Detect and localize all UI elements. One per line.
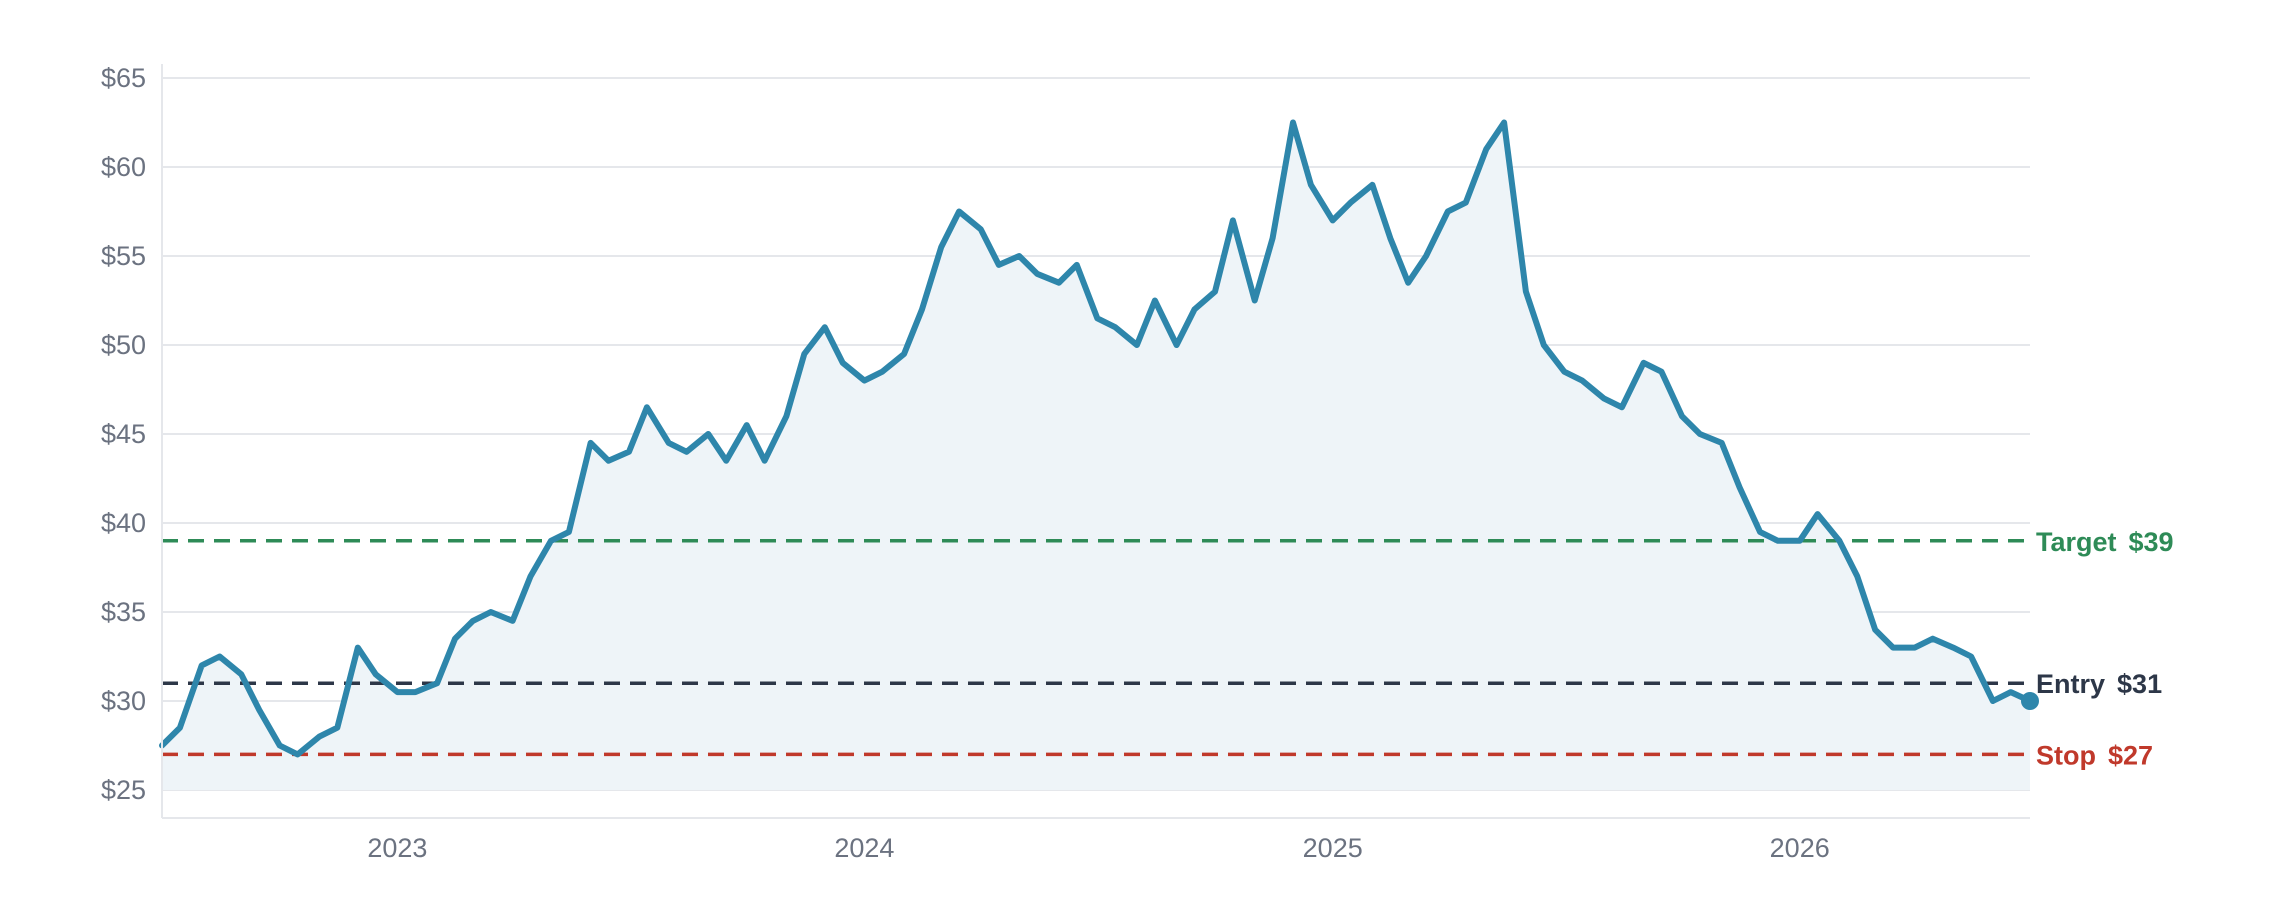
y-tick-label: $25 xyxy=(101,775,146,805)
y-tick-label: $65 xyxy=(101,63,146,93)
reference-label-value: $39 xyxy=(2129,527,2174,557)
series-fill xyxy=(162,122,2030,790)
reference-label-name: Target xyxy=(2036,527,2117,557)
reference-label-target: Target $39 xyxy=(2036,527,2174,557)
y-tick-label: $35 xyxy=(101,597,146,627)
reference-label-stop: Stop $27 xyxy=(2036,740,2153,770)
axes xyxy=(161,64,2030,819)
tick-labels: $25 $30 $35 $40 $45 $50 $55 $60 $65 2023 2024 2025 2… xyxy=(101,63,2174,863)
x-tick-label: 2025 xyxy=(1303,833,1363,863)
y-tick-label: $50 xyxy=(101,330,146,360)
y-tick-label: $40 xyxy=(101,508,146,538)
series-area xyxy=(162,122,2030,790)
x-tick-label: 2026 xyxy=(1770,833,1830,863)
y-tick-label: $60 xyxy=(101,152,146,182)
y-tick-label: $30 xyxy=(101,686,146,716)
last-price-marker xyxy=(2021,692,2039,710)
reference-label-value: $31 xyxy=(2117,669,2162,699)
series-lines xyxy=(159,119,2039,758)
reference-label-entry: Entry $31 xyxy=(2036,669,2162,699)
x-tick-label: 2023 xyxy=(367,833,427,863)
reference-label-name: Entry xyxy=(2036,669,2105,699)
y-tick-label: $45 xyxy=(101,419,146,449)
x-tick-label: 2024 xyxy=(834,833,894,863)
reference-label-name: Stop xyxy=(2036,740,2096,770)
price-line xyxy=(159,119,2033,758)
reference-label-value: $27 xyxy=(2108,740,2153,770)
y-tick-label: $55 xyxy=(101,241,146,271)
